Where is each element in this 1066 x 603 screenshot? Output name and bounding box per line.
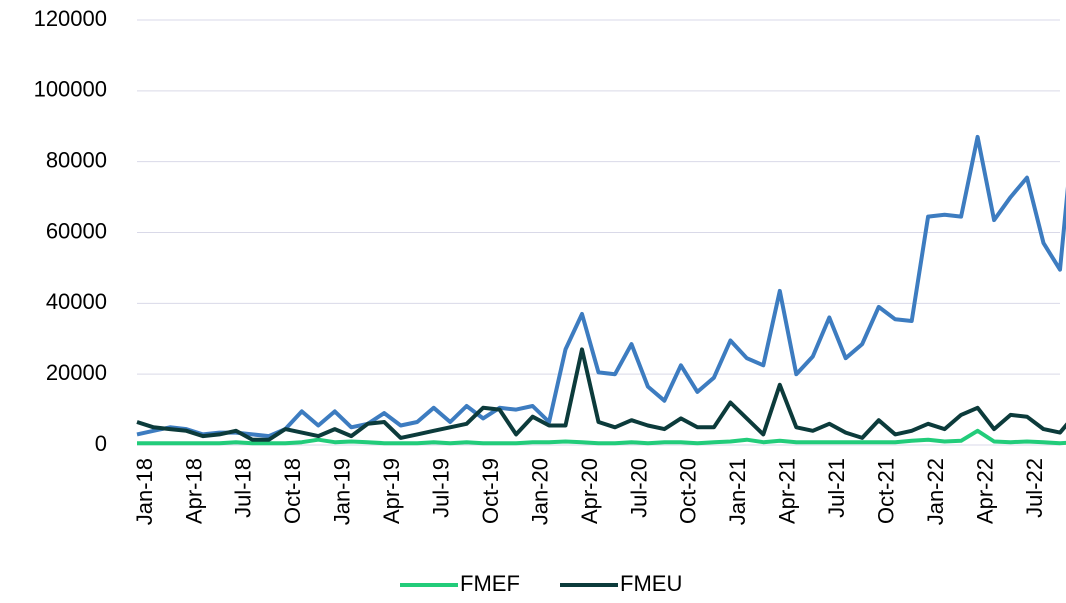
x-tick-label: Apr-22 (972, 458, 997, 524)
y-tick-label: 80000 (46, 147, 107, 172)
x-tick-label: Jul-19 (428, 458, 453, 518)
series-line (136, 347, 1066, 442)
y-tick-label: 60000 (46, 218, 107, 243)
y-tick-label: 120000 (34, 6, 107, 31)
legend-label: FMEF (460, 571, 520, 596)
x-tick-label: Jan-18 (132, 458, 157, 525)
legend-label: FMEU (620, 571, 682, 596)
x-tick-label: Oct-19 (478, 458, 503, 524)
y-tick-label: 20000 (46, 360, 107, 385)
x-tick-label: Oct-20 (676, 458, 701, 524)
x-tick-label: Jul-22 (1022, 458, 1047, 518)
x-tick-label: Apr-20 (577, 458, 602, 524)
series-line (137, 428, 1066, 446)
x-tick-label: Apr-19 (379, 458, 404, 524)
x-tick-label: Jul-18 (231, 458, 256, 518)
series-line (136, 134, 1066, 439)
y-tick-label: 40000 (46, 289, 107, 314)
y-tick-label: 100000 (34, 77, 107, 102)
y-tick-label: 0 (95, 431, 107, 456)
x-tick-label: Jan-21 (725, 458, 750, 525)
x-tick-label: Apr-18 (181, 458, 206, 524)
x-tick-label: Apr-21 (775, 458, 800, 524)
x-tick-label: Oct-18 (280, 458, 305, 524)
x-tick-label: Jan-22 (923, 458, 948, 525)
x-tick-label: Jul-20 (626, 458, 651, 518)
x-tick-label: Oct-21 (874, 458, 899, 524)
x-tick-label: Jan-20 (527, 458, 552, 525)
x-tick-label: Jan-19 (330, 458, 355, 525)
x-tick-label: Jul-21 (824, 458, 849, 518)
